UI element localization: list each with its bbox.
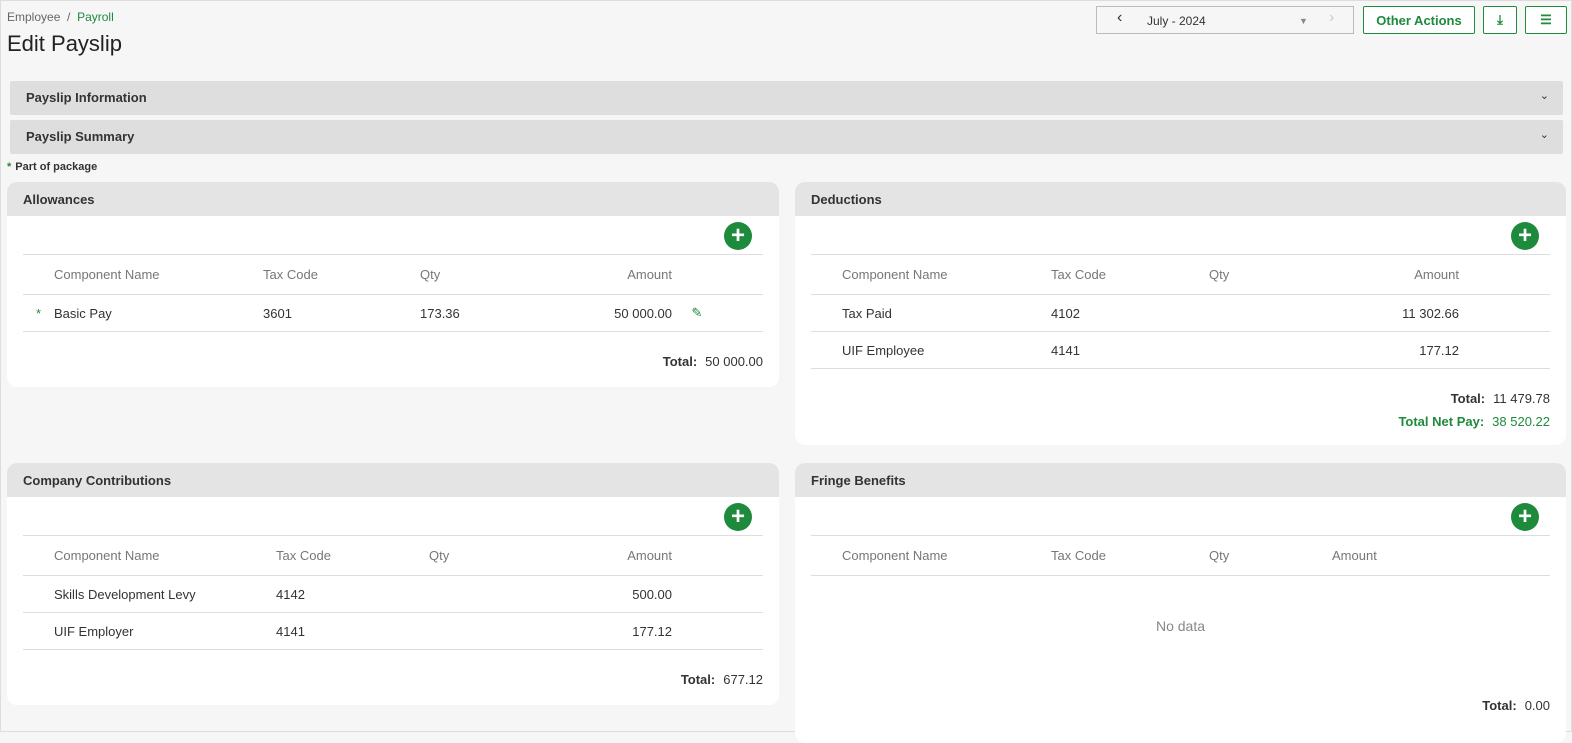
prev-period-icon[interactable]: ‹: [1117, 9, 1123, 26]
allowances-total: Total: 50 000.00: [663, 354, 763, 369]
col-name: Component Name: [842, 267, 948, 282]
breadcrumb-employee[interactable]: Employee: [7, 10, 61, 24]
net-pay-label: Total Net Pay:: [1398, 414, 1485, 429]
cell-name: Basic Pay: [54, 305, 112, 321]
col-amount: Amount: [627, 267, 672, 282]
cell-amount: 177.12: [1419, 342, 1459, 358]
contributions-table: Component Name Tax Code Qty Amount Skills D…: [23, 535, 763, 650]
company-contributions-card: Company Contributions + Component Name Ta…: [7, 463, 779, 705]
total-value: 50 000.00: [705, 354, 763, 369]
total-net-pay: Total Net Pay: 38 520.22: [1398, 414, 1550, 429]
col-name: Component Name: [842, 548, 948, 563]
table-row: Tax Paid 4102 11 302.66: [811, 295, 1550, 332]
total-label: Total:: [1482, 698, 1517, 713]
accordion-label: Payslip Information: [26, 90, 147, 105]
cell-name: UIF Employer: [54, 623, 134, 639]
legend-label: Part of package: [15, 161, 98, 173]
total-label: Total:: [1450, 391, 1486, 406]
table-header: Component Name Tax Code Qty Amount: [811, 536, 1550, 576]
col-tax-code: Tax Code: [276, 548, 331, 563]
package-asterisk-icon: *: [35, 305, 42, 321]
col-tax-code: Tax Code: [263, 267, 318, 282]
deductions-card: Deductions + Component Name Tax Code Qty Am…: [795, 182, 1566, 445]
add-contribution-button[interactable]: +: [724, 503, 752, 531]
accordion-label: Payslip Summary: [26, 129, 135, 144]
payslip-information-accordion[interactable]: Payslip Information ⌄: [10, 81, 1563, 115]
table-row: * Basic Pay 3601 173.36 50 000.00 ✎: [23, 295, 763, 332]
col-amount: Amount: [1414, 267, 1459, 282]
cell-amount: 177.12: [632, 623, 672, 639]
page-title: Edit Payslip: [7, 31, 122, 56]
col-tax-code: Tax Code: [1051, 267, 1106, 282]
total-value: 11 479.78: [1493, 391, 1550, 406]
deductions-total: Total: 11 479.78: [1451, 391, 1550, 406]
col-amount: Amount: [627, 548, 672, 563]
dropdown-caret-icon[interactable]: ▼: [1299, 16, 1308, 26]
col-qty: Qty: [1209, 548, 1230, 563]
download-button[interactable]: ⤓: [1483, 6, 1517, 34]
asterisk-icon: *: [7, 161, 12, 173]
download-icon: ⤓: [1497, 12, 1503, 27]
deductions-table: Component Name Tax Code Qty Amount Tax Paid…: [811, 254, 1550, 369]
add-allowance-button[interactable]: +: [724, 222, 752, 250]
contributions-total: Total: 677.12: [681, 672, 763, 687]
cell-tax-code: 4102: [1051, 305, 1080, 321]
cell-amount: 500.00: [632, 586, 672, 602]
cell-name: Tax Paid: [842, 305, 892, 321]
period-selector[interactable]: ‹ July - 2024 ▼ ›: [1096, 6, 1354, 34]
total-label: Total:: [662, 354, 698, 369]
breadcrumb-separator: /: [67, 10, 71, 24]
table-header: Component Name Tax Code Qty Amount: [811, 255, 1550, 295]
list-view-icon: ☰: [1540, 12, 1552, 27]
cell-amount: 11 302.66: [1402, 305, 1459, 321]
table-row: UIF Employee 4141 177.12: [811, 332, 1550, 369]
table-row: UIF Employer 4141 177.12: [23, 613, 763, 650]
card-title: Deductions: [795, 182, 1566, 216]
card-title: Allowances: [7, 182, 779, 216]
col-qty: Qty: [429, 548, 450, 563]
total-label: Total:: [680, 672, 716, 687]
other-actions-button[interactable]: Other Actions: [1363, 6, 1475, 34]
fringe-table: Component Name Tax Code Qty Amount: [811, 535, 1550, 576]
net-pay-value: 38 520.22: [1492, 414, 1550, 429]
cell-tax-code: 3601: [263, 305, 292, 321]
chevron-down-icon: ⌄: [1539, 90, 1549, 102]
card-title: Fringe Benefits: [795, 463, 1566, 497]
period-value: July - 2024: [1147, 14, 1206, 28]
view-button[interactable]: ☰: [1525, 6, 1567, 34]
payslip-summary-accordion[interactable]: Payslip Summary ⌄: [10, 120, 1563, 154]
col-tax-code: Tax Code: [1051, 548, 1106, 563]
chevron-down-icon: ⌄: [1539, 129, 1549, 141]
cell-tax-code: 4141: [1051, 342, 1080, 358]
breadcrumb: Employee / Payroll: [7, 10, 114, 24]
card-title: Company Contributions: [7, 463, 779, 497]
col-name: Component Name: [54, 267, 160, 282]
allowances-card: Allowances + Component Name Tax Code Qty Am…: [7, 182, 779, 387]
add-deduction-button[interactable]: +: [1511, 222, 1539, 250]
allowances-table: Component Name Tax Code Qty Amount * Basic P…: [23, 254, 763, 332]
table-header: Component Name Tax Code Qty Amount: [23, 255, 763, 295]
cell-name: UIF Employee: [842, 342, 925, 358]
fringe-benefits-card: Fringe Benefits + Component Name Tax Code…: [795, 463, 1566, 743]
col-qty: Qty: [420, 267, 441, 282]
cell-name: Skills Development Levy: [54, 586, 196, 602]
table-header: Component Name Tax Code Qty Amount: [23, 536, 763, 576]
table-row: Skills Development Levy 4142 500.00: [23, 576, 763, 613]
col-qty: Qty: [1209, 267, 1230, 282]
breadcrumb-payroll[interactable]: Payroll: [77, 10, 114, 24]
package-legend: * Part of package: [7, 161, 97, 173]
edit-icon[interactable]: ✎: [691, 305, 703, 320]
fringe-total: Total: 0.00: [1482, 698, 1550, 713]
total-value: 0.00: [1524, 698, 1550, 713]
add-fringe-benefit-button[interactable]: +: [1511, 503, 1539, 531]
col-name: Component Name: [54, 548, 160, 563]
cell-amount: 50 000.00: [614, 305, 672, 321]
next-period-icon[interactable]: ›: [1329, 9, 1335, 26]
cell-qty: 173.36: [420, 305, 460, 321]
cell-tax-code: 4142: [276, 586, 305, 602]
no-data-message: No data: [1155, 618, 1206, 634]
cell-tax-code: 4141: [276, 623, 305, 639]
total-value: 677.12: [723, 672, 763, 687]
col-amount: Amount: [1332, 548, 1377, 563]
